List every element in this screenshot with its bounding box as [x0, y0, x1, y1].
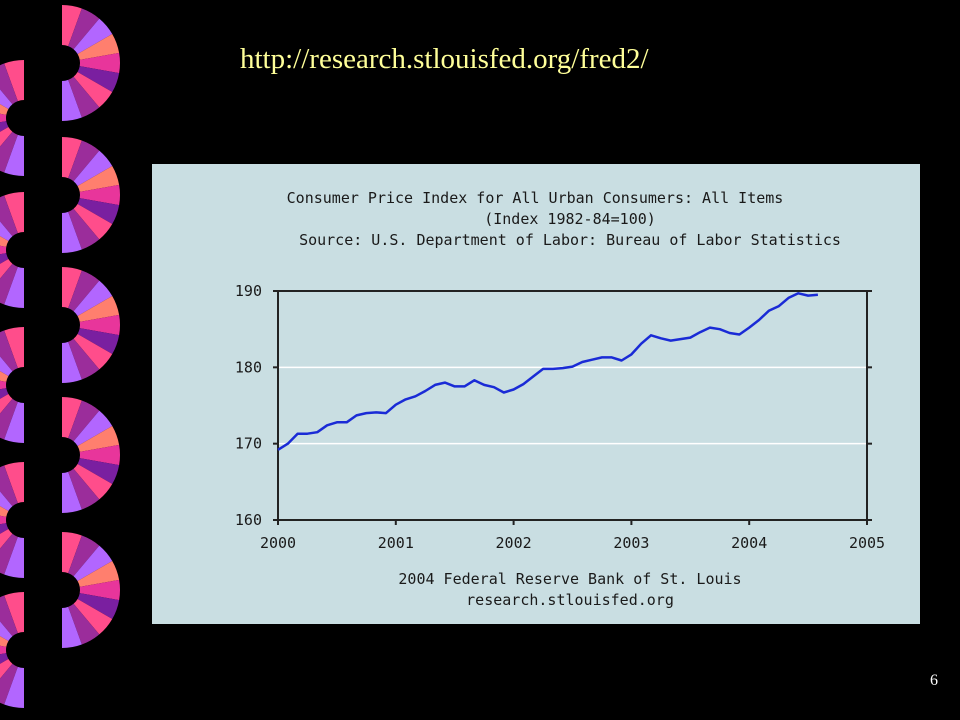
pinwheel-fan-icon: [0, 60, 24, 176]
fred-url-link[interactable]: http://research.stlouisfed.org/fred2/: [240, 43, 649, 75]
pinwheel-fan-icon: [62, 532, 120, 648]
x-axis-ticks: 2000 2001 2002 2003 2004 2005: [260, 520, 885, 552]
y-axis-ticks: 160 170 180 190: [235, 282, 872, 529]
chart-series: [277, 292, 819, 451]
pinwheel-fan-icon: [0, 462, 24, 578]
pinwheel-fan-icon: [62, 397, 121, 513]
chart-title: Consumer Price Index for All Urban Consu…: [287, 189, 784, 207]
pinwheel-fan-icon: [0, 592, 24, 708]
x-tick-label: 2005: [849, 534, 885, 552]
x-tick-label: 2000: [260, 534, 296, 552]
page-number: 6: [930, 672, 938, 689]
x-tick-label: 2001: [378, 534, 414, 552]
chart-svg: Consumer Price Index for All Urban Consu…: [235, 189, 885, 609]
y-tick-label: 170: [235, 435, 262, 453]
chart-gridlines: [278, 366, 867, 445]
pinwheel-fan-icon: [62, 5, 120, 121]
chart-subtitle: (Index 1982-84=100): [484, 210, 656, 228]
pinwheel-fan-icon: [62, 137, 121, 253]
cpi-chart: Consumer Price Index for All Urban Consu…: [152, 164, 920, 624]
x-tick-label: 2002: [496, 534, 532, 552]
pinwheel-fan-icon: [0, 327, 24, 443]
chart-source: Source: U.S. Department of Labor: Bureau…: [299, 231, 841, 249]
pinwheel-fan-icon: [62, 267, 121, 383]
pinwheel-fan-icon: [0, 192, 24, 308]
chart-footer-line-2: research.stlouisfed.org: [466, 591, 674, 609]
cpi-series-line: [277, 292, 819, 451]
plot-frame: [277, 290, 868, 521]
decorative-fan-border: [0, 5, 121, 708]
y-tick-label: 190: [235, 282, 262, 300]
chart-footer-line-1: 2004 Federal Reserve Bank of St. Louis: [398, 570, 741, 588]
x-tick-label: 2003: [613, 534, 649, 552]
y-tick-label: 160: [235, 511, 262, 529]
x-tick-label: 2004: [731, 534, 767, 552]
y-tick-label: 180: [235, 358, 262, 376]
